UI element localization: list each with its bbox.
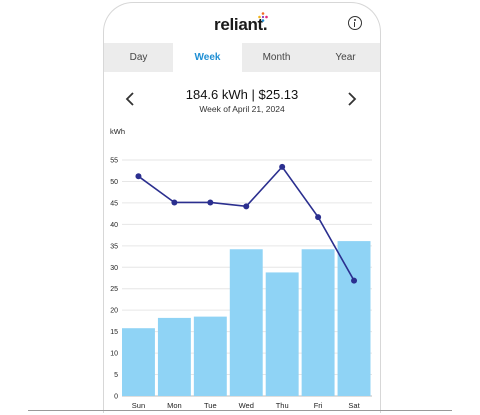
line-point [315,214,322,221]
y-tick-label: 15 [110,329,118,336]
tab-week[interactable]: Week [173,43,242,72]
bar [337,241,371,396]
bar [157,317,191,396]
line-point [171,199,178,206]
line-point [243,203,250,210]
chevron-right-icon[interactable] [346,92,358,106]
tab-day[interactable]: Day [129,52,148,63]
bar [122,328,155,396]
y-tick-label: 55 [110,158,118,165]
y-tick-label: 10 [110,351,118,358]
usage-summary: 184.6 kWh | $25.13 Week of April 21, 202… [104,87,380,114]
y-tick-label: 5 [114,372,118,379]
y-tick-label: 20 [110,308,118,315]
line-point [279,163,286,170]
period-label: Week of April 21, 2024 [199,104,285,114]
x-tick-label: Thu [276,401,289,410]
x-tick-label: Wed [239,401,254,410]
y-tick-label: 35 [110,243,118,250]
app-header: reliant. [104,3,380,43]
line-point [135,173,142,180]
x-tick-label: Sat [348,401,360,410]
y-axis-label: kWh [110,127,125,136]
bar [265,272,299,396]
y-tick-label: 40 [110,222,118,229]
bar [301,249,335,396]
usage-cost-line: 184.6 kWh | $25.13 [185,87,299,102]
bar [193,316,227,396]
line-point [351,277,358,284]
y-tick-label: 25 [110,286,118,293]
cost-value: $25.13 [258,87,299,102]
x-tick-label: Mon [167,401,182,410]
y-tick-label: 0 [114,394,118,401]
y-tick-label: 30 [110,265,118,272]
logo-sparkle-icon [258,12,268,22]
info-icon[interactable] [348,16,362,30]
bar [229,249,263,396]
bottom-divider [28,410,452,411]
period-tabs: Day Week Month Year [104,43,380,72]
y-tick-label: 50 [110,179,118,186]
reliant-logo: reliant. [214,15,268,34]
y-tick-label: 45 [110,200,118,207]
tab-month[interactable]: Month [262,52,291,63]
x-tick-label: Sun [132,401,145,410]
usage-value: 184.6 kWh [185,87,248,102]
tab-year[interactable]: Year [335,52,356,63]
x-tick-label: Fri [314,401,323,410]
x-tick-label: Tue [204,401,217,410]
line-point [207,199,214,206]
chevron-left-icon[interactable] [124,92,136,106]
